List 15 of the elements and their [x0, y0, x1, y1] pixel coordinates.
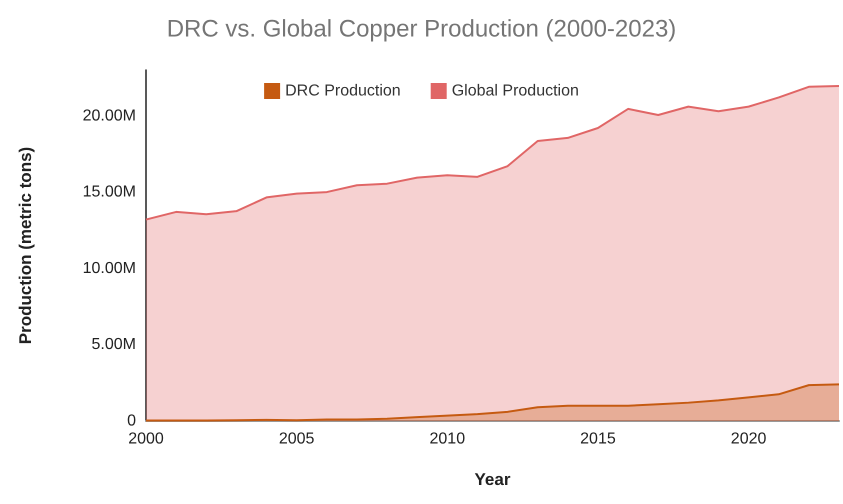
y-tick-label: 20.00M — [82, 107, 136, 124]
legend-label: Global Production — [452, 82, 579, 100]
y-axis-title: Production (metric tons) — [16, 146, 35, 344]
x-axis-title: Year — [474, 470, 511, 489]
y-tick-label: 0 — [127, 412, 136, 430]
y-tick-label: 15.00M — [82, 184, 136, 201]
x-tick-label: 2000 — [128, 430, 164, 448]
y-tick-label: 10.00M — [82, 260, 136, 277]
x-tick-label: 2015 — [580, 430, 616, 448]
x-tick-label: 2010 — [430, 430, 466, 448]
x-tick-label: 2020 — [730, 430, 767, 448]
legend-label: DRC Production — [285, 82, 401, 100]
x-tick-label: 2005 — [278, 430, 315, 448]
chart-title: DRC vs. Global Copper Production (2000-2023) — [166, 16, 676, 42]
y-tick-label: 5.00M — [92, 336, 136, 354]
